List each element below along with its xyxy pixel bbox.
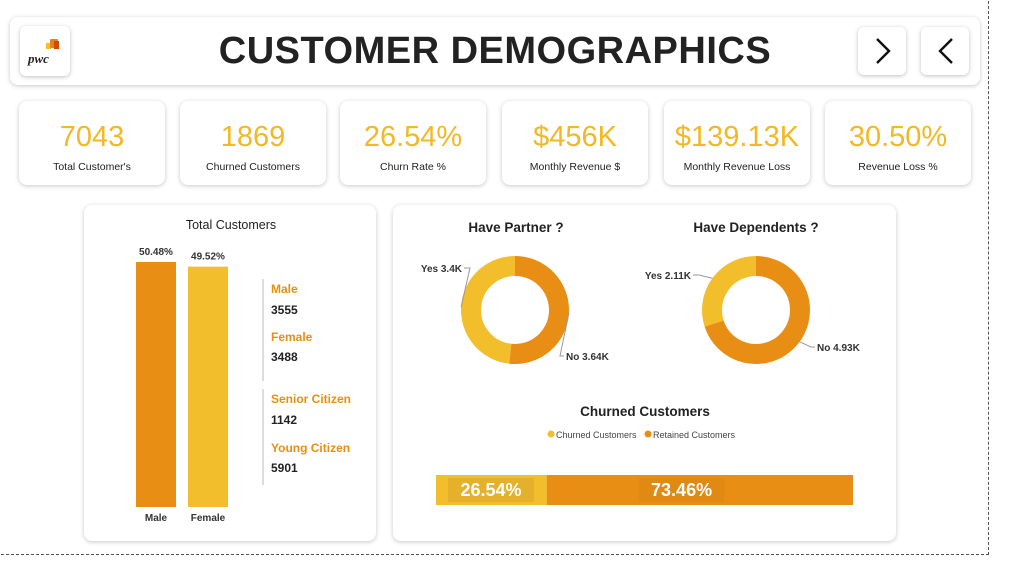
donut-data-label: Yes 3.4K (421, 264, 463, 275)
logo-text: pwc (28, 51, 49, 66)
churn-chart-title: Churned Customers (580, 404, 710, 419)
page-title: CUSTOMER DEMOGRAPHICS (218, 30, 772, 72)
churn-bar-data-label: 26.54% (460, 480, 521, 500)
kpi-card-revenue-loss-pct: 30.50% Revenue Loss % (825, 101, 971, 185)
legend-marker (547, 430, 555, 438)
kpi-value: 30.50% (848, 121, 948, 153)
legend-label: Churned Customers (556, 430, 637, 440)
kpi-value: $139.13K (674, 121, 800, 153)
legend-label: Retained Customers (653, 430, 736, 440)
gender-bar-chart: Total Customers 50.48% Male 49.52% Female M… (136, 218, 351, 524)
chart-title: Total Customers (186, 218, 276, 232)
donut-and-churn-charts: Have Partner ? Have Dependents ? Yes 3.4… (421, 220, 861, 505)
kpi-label: Monthly Revenue Loss (683, 161, 791, 173)
kpi-card-churned-customers: 1869 Churned Customers (180, 101, 326, 185)
kpi-value: $456K (533, 121, 617, 153)
donut-slice-yes (702, 256, 757, 327)
kpi-value: 7043 (59, 121, 125, 153)
leader-line (799, 341, 815, 348)
kpi-label: Total Customer's (53, 161, 131, 173)
pwc-logo: pwc (20, 26, 70, 76)
senior-stat-value: 1142 (271, 413, 297, 427)
donut-slice-yes (461, 256, 516, 364)
previous-page-button[interactable] (921, 27, 969, 75)
young-stat-label: Young Citizen (271, 441, 350, 455)
donut-data-label: Yes 2.11K (645, 271, 692, 282)
female-stat-label: Female (271, 330, 313, 344)
chevron-left-icon (938, 38, 953, 64)
male-stat-value: 3555 (271, 303, 298, 317)
donut-data-label: No 3.64K (566, 352, 610, 363)
female-stat-value: 3488 (271, 350, 298, 364)
header-bar (10, 17, 980, 85)
logo-mark (54, 41, 59, 49)
kpi-label: Churn Rate % (380, 161, 446, 173)
bar-data-label: 50.48% (139, 247, 173, 258)
legend-marker (644, 430, 652, 438)
dependents-chart-title: Have Dependents ? (693, 220, 818, 235)
young-stat-value: 5901 (271, 461, 298, 475)
kpi-card-monthly-revenue: $456K Monthly Revenue $ (502, 101, 648, 185)
partner-chart-title: Have Partner ? (468, 220, 563, 235)
kpi-card-monthly-revenue-loss: $139.13K Monthly Revenue Loss (664, 101, 810, 185)
next-page-button[interactable] (858, 27, 906, 75)
chevron-right-icon (876, 38, 891, 64)
donut-data-label: No 4.93K (817, 343, 861, 354)
bar-male (136, 262, 176, 507)
kpi-value: 1869 (220, 121, 286, 153)
leader-line (559, 312, 570, 357)
partner-dependents-churn-panel: Have Partner ? Have Dependents ? Yes 3.4… (393, 205, 896, 541)
report-canvas-border (1, 1, 989, 555)
male-stat-label: Male (271, 282, 298, 296)
senior-stat-label: Senior Citizen (271, 392, 351, 406)
logo-mark (46, 43, 51, 49)
leader-line (460, 267, 471, 308)
churn-bar-label-bg (638, 478, 725, 502)
churn-bar-label-bg (448, 478, 534, 502)
kpi-label: Churned Customers (206, 161, 300, 173)
donut-slice-no (509, 256, 569, 364)
kpi-label: Monthly Revenue $ (529, 161, 621, 173)
leader-line (693, 274, 713, 279)
bar-data-label: 49.52% (191, 252, 225, 263)
kpi-value: 26.54% (363, 121, 463, 153)
bar-category-label: Male (145, 513, 168, 524)
kpi-label: Revenue Loss % (858, 161, 938, 173)
total-customers-panel: Total Customers 50.48% Male 49.52% Female M… (84, 205, 376, 541)
bar-female (188, 266, 228, 507)
churn-bar-data-label: 73.46% (651, 480, 712, 500)
kpi-card-churn-rate: 26.54% Churn Rate % (340, 101, 486, 185)
bar-category-label: Female (191, 513, 226, 524)
kpi-card-total-customers: 7043 Total Customer's (19, 101, 165, 185)
donut-slice-no (704, 256, 810, 364)
